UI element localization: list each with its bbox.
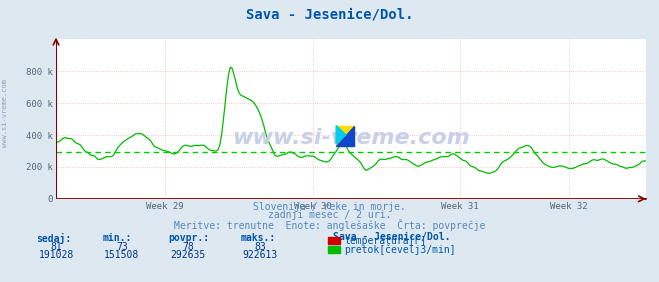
Text: Slovenija / reke in morje.: Slovenija / reke in morje. xyxy=(253,202,406,212)
Text: min.:: min.: xyxy=(102,233,132,243)
Polygon shape xyxy=(336,125,354,146)
Text: 191028: 191028 xyxy=(38,250,74,260)
Text: www.si-vreme.com: www.si-vreme.com xyxy=(232,128,470,148)
Text: povpr.:: povpr.: xyxy=(168,233,209,243)
Text: sedaj:: sedaj: xyxy=(36,233,71,244)
Bar xyxy=(336,125,354,146)
Text: Sava - Jesenice/Dol.: Sava - Jesenice/Dol. xyxy=(246,7,413,21)
Text: 78: 78 xyxy=(182,242,194,252)
Text: 73: 73 xyxy=(116,242,128,252)
Text: 83: 83 xyxy=(254,242,266,252)
Text: zadnji mesec / 2 uri.: zadnji mesec / 2 uri. xyxy=(268,210,391,220)
Text: maks.:: maks.: xyxy=(241,233,275,243)
Text: Meritve: trenutne  Enote: anglešaške  Črta: povprečje: Meritve: trenutne Enote: anglešaške Črta… xyxy=(174,219,485,231)
Text: www.si-vreme.com: www.si-vreme.com xyxy=(2,79,8,147)
Text: Sava - Jesenice/Dol.: Sava - Jesenice/Dol. xyxy=(333,232,450,242)
Text: 922613: 922613 xyxy=(243,250,278,260)
Text: 81: 81 xyxy=(50,242,62,252)
Polygon shape xyxy=(336,125,346,144)
Text: pretok[čevelj3/min]: pretok[čevelj3/min] xyxy=(344,244,455,255)
Text: 151508: 151508 xyxy=(104,250,140,260)
Text: 292635: 292635 xyxy=(170,250,206,260)
Text: temperatura[F]: temperatura[F] xyxy=(344,235,426,246)
